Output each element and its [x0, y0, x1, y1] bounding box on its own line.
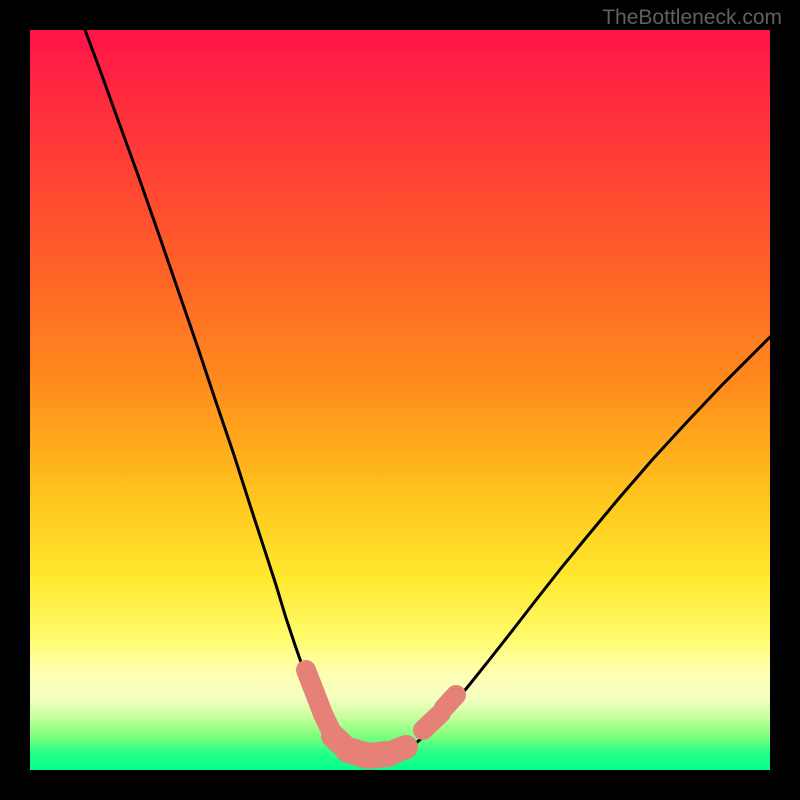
watermark-text: TheBottleneck.com	[602, 6, 782, 30]
confidence-band	[30, 30, 770, 770]
plot-area	[30, 30, 770, 770]
